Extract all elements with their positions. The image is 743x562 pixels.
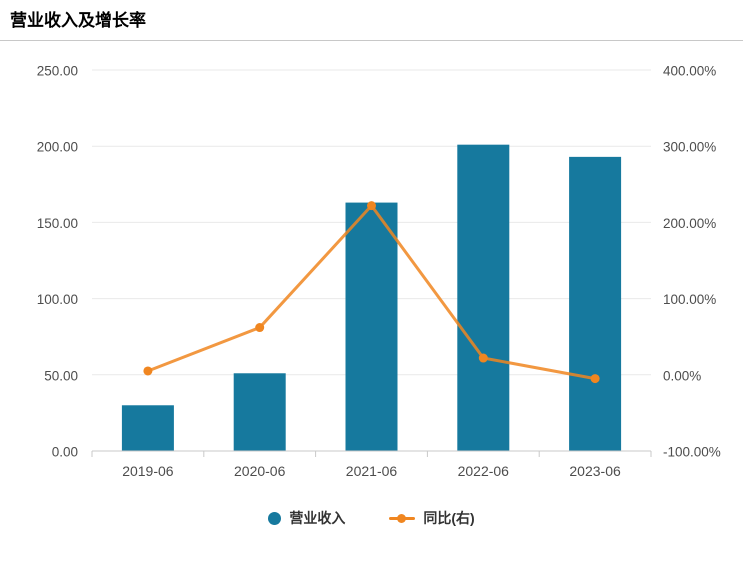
right-axis-tick-label: -100.00% [663, 445, 721, 460]
right-axis-tick-label: 0.00% [663, 368, 701, 383]
legend-item-revenue[interactable]: 营业收入 [268, 508, 345, 528]
x-axis-label-2021-06: 2021-06 [346, 463, 398, 479]
revenue-bar-2023-06[interactable] [569, 156, 622, 452]
x-axis-label-2023-06: 2023-06 [569, 463, 621, 479]
right-axis-tick-label: 200.00% [663, 216, 716, 231]
page-title: 营业收入及增长率 [10, 11, 146, 30]
yoy-point-2020-06[interactable] [255, 323, 265, 333]
left-axis-tick-label: 250.00 [37, 64, 78, 79]
legend-label-revenue: 营业收入 [289, 510, 346, 526]
x-axis-label-2020-06: 2020-06 [234, 463, 286, 479]
legend-label-yoy: 同比(右) [423, 510, 475, 526]
right-axis-tick-label: 400.00% [663, 64, 716, 79]
yoy-legend-marker-icon [389, 512, 416, 525]
left-axis-tick-label: 200.00 [37, 140, 78, 155]
x-axis-label-2019-06: 2019-06 [122, 463, 174, 479]
left-axis-tick-label: 150.00 [37, 216, 78, 231]
yoy-point-2022-06[interactable] [478, 353, 488, 363]
chart-legend: 营业收入 同比(右) [0, 508, 743, 528]
right-axis-tick-label: 300.00% [663, 140, 716, 155]
revenue-bar-2019-06[interactable] [121, 405, 174, 451]
revenue-bar-2022-06[interactable] [457, 144, 510, 451]
revenue-growth-chart: 0.00 50.00 100.00 150.00 200.00 250.00 -100.00… [37, 64, 721, 480]
yoy-point-2021-06[interactable] [367, 201, 376, 211]
revenue-bar-2021-06[interactable] [345, 202, 398, 451]
x-axis-label-2022-06: 2022-06 [458, 463, 510, 479]
legend-item-yoy[interactable]: 同比(右) [389, 508, 475, 528]
right-axis-tick-label: 100.00% [663, 292, 716, 307]
revenue-legend-marker-icon [268, 511, 282, 525]
left-axis-tick-label: 0.00 [52, 445, 78, 460]
left-axis-tick-label: 100.00 [37, 292, 78, 307]
yoy-point-2019-06[interactable] [143, 366, 153, 376]
revenue-bar-2020-06[interactable] [233, 373, 286, 451]
left-axis-tick-label: 50.00 [44, 368, 78, 383]
chart-header: 营业收入及增长率 [0, 0, 743, 41]
yoy-point-2023-06[interactable] [590, 374, 600, 384]
